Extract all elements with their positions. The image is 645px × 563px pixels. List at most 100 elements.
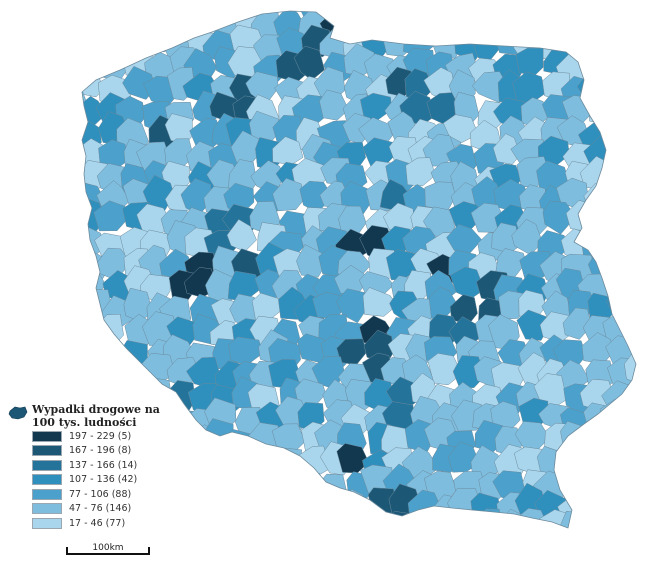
legend-item: 167 - 196 (8): [32, 444, 137, 459]
district-region: [603, 11, 633, 35]
district-region: [469, 533, 502, 563]
district-region: [368, 534, 398, 563]
legend-label: 47 - 76 (146): [69, 503, 132, 515]
legend-swatch: [32, 503, 62, 515]
district-region: [189, 11, 224, 17]
district-region: [166, 447, 201, 479]
district-region: [609, 531, 640, 560]
district-region: [492, 11, 526, 41]
legend-items: 197 - 229 (5) 167 - 196 (8) 137 - 166 (14)…: [32, 429, 137, 531]
district-region: [560, 420, 592, 453]
district-region: [272, 178, 305, 212]
district-region: [556, 11, 592, 18]
legend-item: 137 - 166 (14): [32, 458, 137, 473]
district-region: [383, 11, 418, 19]
district-region: [383, 532, 416, 563]
district-region: [340, 11, 373, 15]
district-region: [183, 511, 214, 528]
district-region: [606, 227, 632, 260]
district-region: [250, 538, 280, 563]
district-region: [607, 32, 636, 64]
district-region: [605, 446, 636, 483]
district-region: [367, 11, 400, 12]
district-region: [622, 231, 636, 265]
district-region: [82, 199, 85, 231]
district-region: [251, 467, 284, 500]
district-region: [139, 11, 171, 38]
district-region: [585, 206, 619, 235]
district-region: [470, 11, 508, 22]
legend-swatch: [32, 430, 62, 442]
district-region: [559, 532, 590, 562]
district-region: [499, 532, 532, 563]
district-region: [464, 11, 497, 33]
district-region: [293, 488, 328, 520]
district-region: [119, 28, 152, 59]
district-region: [605, 163, 635, 198]
district-region: [313, 533, 347, 562]
district-region: [82, 74, 85, 106]
district-region: [256, 492, 288, 528]
district-region: [517, 537, 549, 563]
district-region: [605, 141, 636, 175]
district-region: [577, 11, 613, 12]
district-region: [143, 21, 177, 53]
district-region: [625, 487, 636, 521]
district-region: [605, 287, 636, 322]
legend-swatch: [32, 474, 62, 486]
district-region: [82, 270, 89, 305]
district-region: [626, 536, 645, 563]
district-region: [93, 200, 129, 232]
district-region: [290, 472, 323, 502]
district-region: [82, 295, 89, 330]
district-region: [445, 11, 479, 13]
district-region: [606, 114, 636, 146]
district-region: [207, 510, 242, 528]
district-region: [632, 427, 636, 460]
legend-label: 197 - 229 (5): [69, 430, 132, 442]
district-region: [452, 511, 485, 528]
district-region: [267, 490, 305, 524]
district-region: [101, 11, 133, 16]
district-region: [94, 313, 124, 346]
district-region: [604, 209, 633, 242]
district-region: [301, 513, 332, 528]
district-region: [426, 517, 458, 528]
district-region: [492, 133, 521, 165]
district-region: [171, 536, 201, 563]
district-region: [606, 271, 636, 303]
district-region: [491, 11, 528, 18]
legend-label: 77 - 106 (88): [69, 488, 132, 500]
district-region: [168, 510, 203, 528]
district-region: [122, 11, 156, 34]
district-region: [94, 362, 129, 390]
district-region: [435, 532, 467, 562]
map-region-icon: [8, 406, 28, 420]
legend-swatch: [32, 459, 62, 471]
district-region: [541, 11, 578, 16]
district-region: [147, 534, 176, 563]
district-region: [228, 445, 261, 480]
district-region: [629, 271, 636, 305]
district-region: [165, 11, 196, 18]
district-region: [82, 155, 85, 188]
district-region: [579, 421, 612, 458]
district-region: [362, 287, 398, 317]
district-region: [136, 493, 169, 528]
district-region: [165, 11, 201, 35]
district-region: [82, 316, 91, 351]
district-region: [602, 468, 636, 500]
district-region: [254, 515, 286, 528]
legend-item: 77 - 106 (88): [32, 487, 137, 502]
district-region: [82, 355, 94, 385]
district-region: [629, 447, 636, 480]
district-region: [92, 336, 127, 368]
district-region: [606, 178, 636, 210]
district-region: [336, 533, 367, 563]
district-region: [248, 452, 281, 481]
scale-line: [66, 553, 150, 555]
district-region: [145, 513, 177, 528]
district-region: [578, 492, 612, 523]
district-region: [158, 474, 192, 507]
